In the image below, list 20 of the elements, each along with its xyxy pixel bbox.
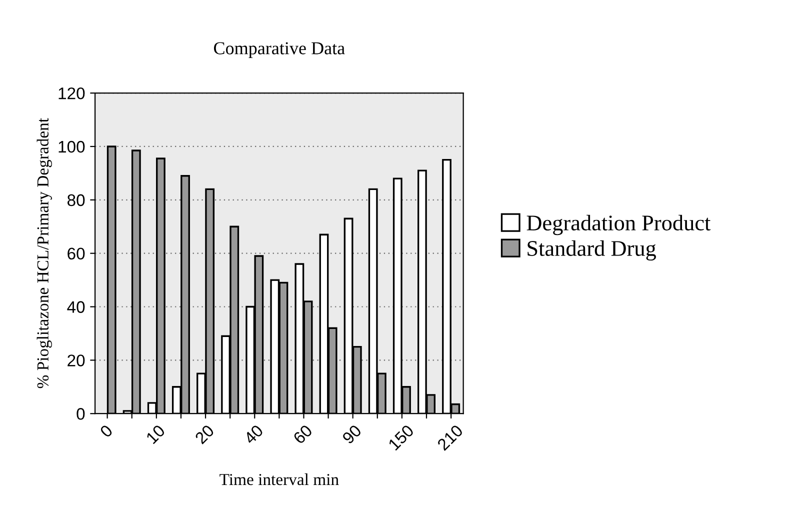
x-tick-label: 150 xyxy=(388,424,414,451)
legend-label: Degradation Product xyxy=(526,214,711,236)
y-tick-label: 0 xyxy=(76,408,85,420)
x-axis-title: Time interval min xyxy=(220,473,339,486)
y-tick-label: 80 xyxy=(68,194,85,206)
x-tick-label: 0 xyxy=(99,424,114,438)
y-tick-label: 20 xyxy=(68,354,85,366)
y-tick-label: 120 xyxy=(58,87,85,100)
x-tick-label: 90 xyxy=(342,424,362,445)
y-axis-title: % Pioglitazone HCL/Primary Degradent xyxy=(36,118,52,388)
x-tick-label: 210 xyxy=(436,424,464,452)
legend-label: Standard Drug xyxy=(528,240,656,261)
x-tick-label: 60 xyxy=(292,424,313,444)
y-tick-label: 100 xyxy=(58,140,85,153)
x-tick-label: 40 xyxy=(243,424,264,445)
x-tick-label: 20 xyxy=(194,424,215,444)
y-tick-label: 40 xyxy=(67,301,85,313)
chart-title: Comparative Data xyxy=(214,42,345,58)
x-tick-label: 10 xyxy=(146,424,166,444)
y-tick-label: 60 xyxy=(68,248,85,260)
